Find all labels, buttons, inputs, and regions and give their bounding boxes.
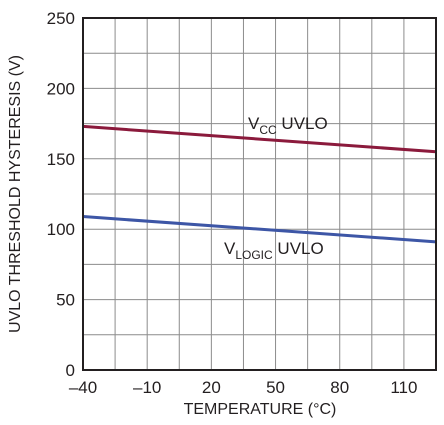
series-label-vcc: VCC UVLO: [248, 114, 328, 137]
y-tick-label: 150: [47, 150, 75, 169]
x-tick-label: –10: [133, 378, 161, 397]
y-axis-label: UVLO THRESHOLD HYSTERESIS (V): [7, 55, 24, 333]
x-tick-label: 20: [202, 378, 221, 397]
series-label-vlogic-suffix: UVLO: [273, 239, 324, 258]
x-tick-labels: –40 –10 20 50 80 110: [69, 378, 418, 397]
plot-frame: [82, 17, 437, 371]
series-line-vcc: [82, 124, 437, 154]
y-tick-label: 0: [66, 361, 75, 380]
series-label-vlogic-main: V: [224, 239, 236, 258]
series-label-vcc-sub: CC: [259, 123, 277, 137]
y-tick-label: 200: [47, 79, 75, 98]
series-label-vlogic-sub: LOGIC: [235, 248, 273, 262]
series-line-vlogic: [82, 215, 437, 244]
series-label-vcc-main: V: [248, 114, 260, 133]
series-lines: [82, 124, 437, 244]
x-tick-label: 80: [330, 378, 349, 397]
x-tick-label: 50: [266, 378, 285, 397]
y-tick-label: 50: [56, 291, 75, 310]
grid: [83, 18, 436, 370]
series-label-vlogic: VLOGIC UVLO: [224, 239, 324, 262]
x-axis-label: TEMPERATURE (°C): [184, 401, 337, 418]
y-tick-labels: 0 50 100 150 200 250: [47, 9, 75, 380]
x-tick-label: –40: [69, 378, 97, 397]
y-tick-label: 250: [47, 9, 75, 28]
series-label-vcc-suffix: UVLO: [277, 114, 328, 133]
x-tick-label: 110: [390, 378, 417, 397]
y-tick-label: 100: [47, 220, 75, 239]
